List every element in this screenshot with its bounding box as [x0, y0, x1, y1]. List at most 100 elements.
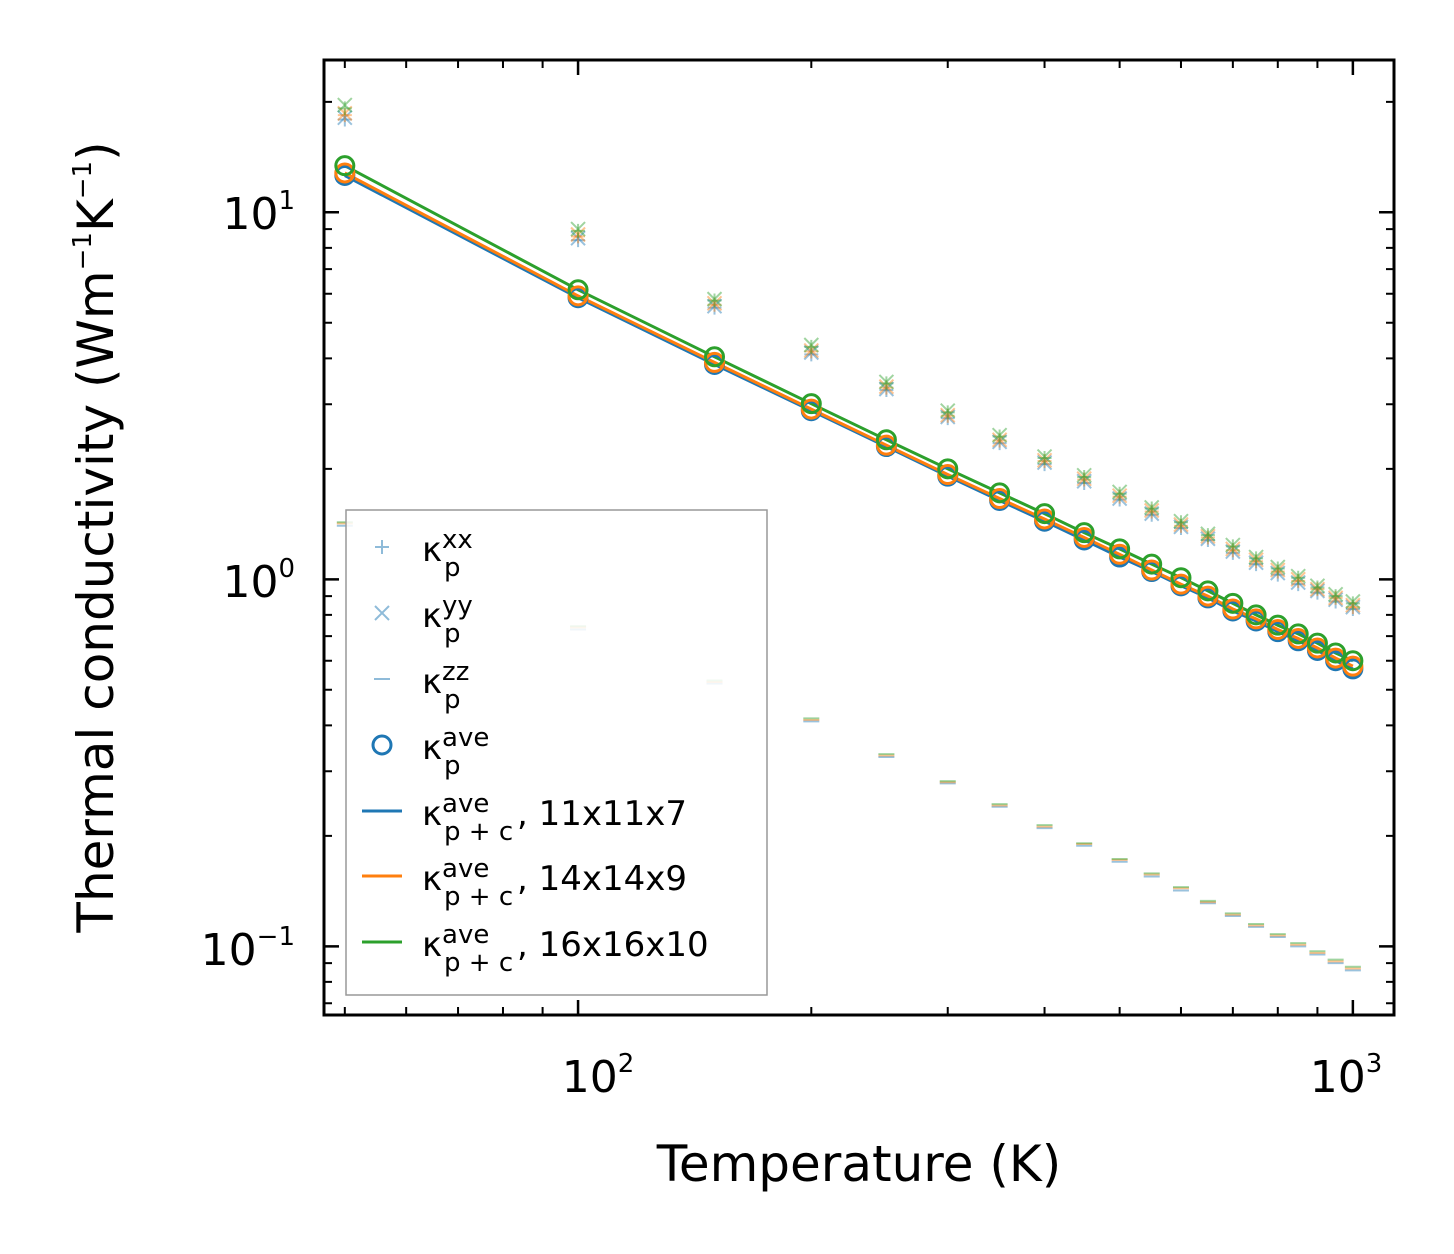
legend-marker-3	[371, 734, 393, 756]
kxx_14x14x9-point	[1112, 489, 1127, 504]
legend-label-kxx: κxx p	[422, 525, 473, 583]
kxx_16x16x10-point	[1173, 515, 1188, 530]
kyy_11x11x7-point	[1248, 554, 1264, 571]
kxx_11x11x7-point	[1249, 557, 1264, 572]
kave_16x16x10-point	[1267, 614, 1289, 636]
kave_16x16x10-point	[1197, 580, 1219, 602]
kave_16x16x10-point	[1073, 522, 1095, 544]
kave_14x14x9-point	[937, 464, 959, 486]
kyy_16x16x10-point	[337, 97, 353, 113]
kxx_14x14x9-point	[1037, 454, 1052, 469]
kave_16x16x10-point	[1222, 592, 1244, 614]
kxx_14x14x9-point	[804, 344, 819, 359]
y-axis-label: Thermal conductivity (Wm−1K−1)	[67, 141, 125, 933]
kxx_14x14x9-point	[992, 433, 1007, 448]
kyy_14x14x9-point	[1270, 562, 1286, 578]
kyy_16x16x10-point	[1143, 499, 1160, 516]
kave_16x16x10-point	[937, 458, 959, 480]
kyy_11x11x7-point	[878, 381, 895, 397]
kyy_14x14x9-point	[1309, 581, 1326, 597]
kyy_14x14x9-point	[1111, 487, 1128, 504]
kyy_16x16x10-point	[878, 374, 895, 390]
kxx_14x14x9-point	[707, 297, 722, 312]
kave_16x16x10-point	[1245, 604, 1267, 626]
legend-frame	[345, 509, 768, 996]
kxx_14x14x9-point	[940, 408, 955, 423]
kave_16x16x10-point	[1034, 503, 1056, 525]
kave_16x16x10-point	[1170, 567, 1192, 589]
kxx_11x11x7-point	[1345, 602, 1360, 617]
legend-label-kpc-16x16x10: κave p + c, 16x16x10	[422, 920, 709, 978]
kxx_16x16x10-point	[1225, 539, 1240, 554]
kyy_16x16x10-point	[1290, 568, 1306, 584]
kyy_14x14x9-point	[570, 226, 586, 243]
kyy_14x14x9-point	[1290, 571, 1306, 588]
kyy_14x14x9-point	[1173, 516, 1189, 533]
kyy_11x11x7-point	[1036, 454, 1053, 471]
y-tick-label-10-1: 101	[222, 186, 295, 240]
kyy_11x11x7-point	[570, 230, 586, 246]
kyy_14x14x9-point	[1225, 541, 1241, 557]
kxx_11x11x7-point	[1310, 585, 1325, 600]
kyy_16x16x10-point	[570, 221, 586, 237]
kxx_16x16x10-point	[1200, 528, 1215, 543]
legend-marker-1	[374, 605, 390, 621]
kyy_16x16x10-point	[1270, 559, 1286, 575]
kyy_14x14x9-point	[1143, 502, 1160, 519]
kyy_11x11x7-point	[1076, 473, 1092, 489]
kxx_11x11x7-point	[940, 411, 955, 426]
kave_14x14x9-point	[567, 285, 589, 307]
kyy_11x11x7-point	[1111, 490, 1128, 507]
kyy_16x16x10-point	[1200, 526, 1216, 542]
kyy_16x16x10-point	[1173, 513, 1189, 529]
average-circles	[334, 155, 1364, 680]
legend: κxx p κyy p κzz p κave p κave p + c, 11x11x7 …	[345, 509, 768, 996]
kxx_14x14x9-point	[1291, 573, 1306, 588]
kave_14x14x9-point	[1170, 573, 1192, 595]
kxx_11x11x7-point	[1328, 594, 1343, 609]
kyy_11x11x7-point	[337, 110, 353, 126]
kxx_16x16x10-point	[707, 293, 722, 308]
kyy_14x14x9-point	[1345, 597, 1361, 613]
x-tick-label-10-3: 103	[1310, 1049, 1383, 1103]
kxx_11x11x7-point	[1173, 520, 1188, 535]
kxx_16x16x10-point	[1037, 451, 1052, 466]
kxx_11x11x7-point	[337, 112, 352, 127]
kave_16x16x10-point	[989, 482, 1011, 504]
kave_16x16x10-point	[567, 279, 589, 301]
kxx_14x14x9-point	[1225, 543, 1240, 558]
kxx_16x16x10-point	[1249, 551, 1264, 566]
kxx_14x14x9-point	[1270, 564, 1285, 579]
kave_16x16x10-point	[1141, 553, 1163, 575]
kxx_11x11x7-point	[1225, 545, 1240, 560]
kave_16x16x10-point	[1342, 650, 1364, 672]
kyy_14x14x9-point	[940, 407, 956, 423]
legend-label-kzz: κzz p	[422, 657, 469, 715]
kyy_14x14x9-point	[991, 432, 1008, 448]
kyy_11x11x7-point	[706, 298, 723, 314]
kyy_16x16x10-point	[1248, 549, 1264, 565]
kyy_11x11x7-point	[1225, 543, 1241, 560]
kyy_11x11x7-point	[940, 409, 956, 425]
kxx_14x14x9-point	[1249, 554, 1264, 569]
kxx_16x16x10-point	[1328, 589, 1343, 604]
kyy_11x11x7-point	[1270, 565, 1286, 581]
plot-frame	[322, 58, 1396, 1017]
kyy_16x16x10-point	[1076, 467, 1092, 484]
kyy_14x14x9-point	[337, 105, 353, 122]
kxx_16x16x10-point	[1310, 580, 1325, 595]
kyy_11x11x7-point	[991, 434, 1008, 450]
x-axis-label: Temperature (K)	[656, 1135, 1061, 1193]
kxx_16x16x10-point	[1270, 561, 1285, 576]
kxx_11x11x7-point	[1112, 492, 1127, 507]
kyy_11x11x7-point	[803, 344, 820, 361]
kyy_16x16x10-point	[1327, 586, 1344, 603]
major-ticks	[324, 60, 1394, 1015]
kxx_16x16x10-point	[992, 429, 1007, 444]
kxx_14x14x9-point	[1200, 530, 1215, 545]
kxx_14x14x9-point	[571, 229, 586, 244]
kave_14x14x9-point	[704, 351, 725, 373]
kyy_14x14x9-point	[706, 295, 723, 312]
kyy_14x14x9-point	[1076, 470, 1092, 487]
kxx_11x11x7-point	[992, 436, 1007, 451]
